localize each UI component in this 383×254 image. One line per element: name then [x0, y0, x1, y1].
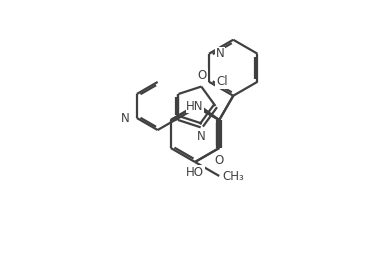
Text: O: O — [214, 154, 224, 167]
Text: HO: HO — [186, 166, 204, 179]
Text: O: O — [198, 69, 207, 82]
Text: Cl: Cl — [216, 75, 228, 88]
Text: N: N — [197, 131, 206, 144]
Text: N: N — [121, 112, 130, 124]
Text: HN: HN — [186, 100, 204, 113]
Text: N: N — [216, 47, 225, 60]
Text: CH₃: CH₃ — [222, 169, 244, 183]
